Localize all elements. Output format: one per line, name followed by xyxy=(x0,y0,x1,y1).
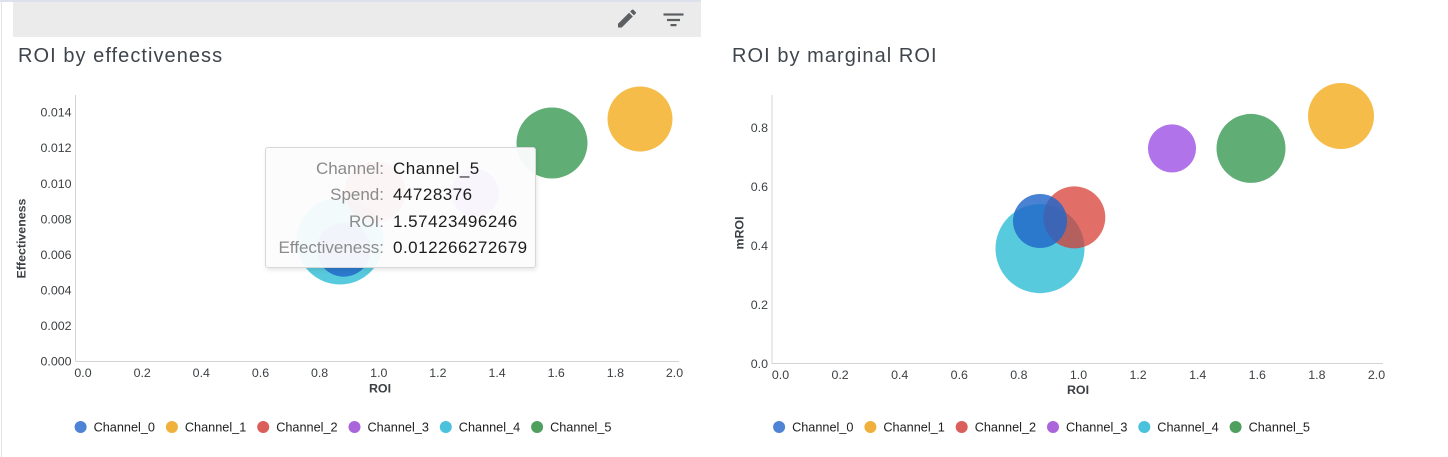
svg-text:1.0: 1.0 xyxy=(1070,368,1087,382)
svg-text:1.8: 1.8 xyxy=(607,366,624,380)
svg-text:1.4: 1.4 xyxy=(1189,368,1206,382)
svg-text:Channel_4: Channel_4 xyxy=(1157,421,1218,435)
svg-text:mROI: mROI xyxy=(732,216,746,249)
svg-text:Channel_5: Channel_5 xyxy=(1249,421,1310,435)
svg-text:0.0: 0.0 xyxy=(772,368,789,382)
svg-text:0.008: 0.008 xyxy=(40,212,71,226)
svg-text:1.6: 1.6 xyxy=(548,366,565,380)
svg-text:Channel_4: Channel_4 xyxy=(459,421,520,435)
svg-text:0.8: 0.8 xyxy=(751,121,768,135)
svg-text:0.2: 0.2 xyxy=(751,298,768,312)
svg-text:Channel_0: Channel_0 xyxy=(94,421,155,435)
svg-text:0.0: 0.0 xyxy=(74,366,91,380)
svg-text:0.012: 0.012 xyxy=(40,141,71,155)
svg-text:ROI: ROI xyxy=(369,382,391,396)
svg-text:0.2: 0.2 xyxy=(831,368,848,382)
svg-text:Channel_3: Channel_3 xyxy=(368,421,429,435)
svg-text:Channel_2: Channel_2 xyxy=(276,421,337,435)
svg-text:0.4: 0.4 xyxy=(751,239,768,253)
svg-text:0.8: 0.8 xyxy=(311,366,328,380)
svg-text:Channel_1: Channel_1 xyxy=(883,421,944,435)
svg-text:Channel_3: Channel_3 xyxy=(1066,421,1127,435)
svg-text:0.0: 0.0 xyxy=(751,357,768,371)
svg-text:1.4: 1.4 xyxy=(488,366,505,380)
svg-text:1.0: 1.0 xyxy=(370,366,387,380)
svg-text:0.4: 0.4 xyxy=(891,368,908,382)
svg-text:0.6: 0.6 xyxy=(252,366,269,380)
svg-text:0.2: 0.2 xyxy=(134,366,151,380)
svg-text:2.0: 2.0 xyxy=(666,366,683,380)
svg-text:0.000: 0.000 xyxy=(40,354,71,368)
svg-text:Effectiveness: Effectiveness xyxy=(15,198,29,278)
svg-text:0.006: 0.006 xyxy=(40,248,71,262)
svg-text:Channel_0: Channel_0 xyxy=(792,421,853,435)
svg-text:0.014: 0.014 xyxy=(40,106,71,120)
svg-text:Channel_5: Channel_5 xyxy=(550,421,611,435)
svg-text:0.8: 0.8 xyxy=(1010,368,1027,382)
svg-text:0.6: 0.6 xyxy=(951,368,968,382)
svg-text:Channel_2: Channel_2 xyxy=(975,421,1036,435)
svg-text:0.010: 0.010 xyxy=(40,177,71,191)
svg-text:0.002: 0.002 xyxy=(40,319,71,333)
svg-text:ROI: ROI xyxy=(1067,383,1089,397)
svg-text:1.6: 1.6 xyxy=(1249,368,1266,382)
svg-text:1.8: 1.8 xyxy=(1308,368,1325,382)
svg-text:0.004: 0.004 xyxy=(40,283,71,297)
svg-text:2.0: 2.0 xyxy=(1368,368,1385,382)
svg-text:0.4: 0.4 xyxy=(193,366,210,380)
svg-text:Channel_1: Channel_1 xyxy=(185,421,246,435)
svg-text:1.2: 1.2 xyxy=(429,366,446,380)
svg-text:0.6: 0.6 xyxy=(751,180,768,194)
svg-text:1.2: 1.2 xyxy=(1129,368,1146,382)
